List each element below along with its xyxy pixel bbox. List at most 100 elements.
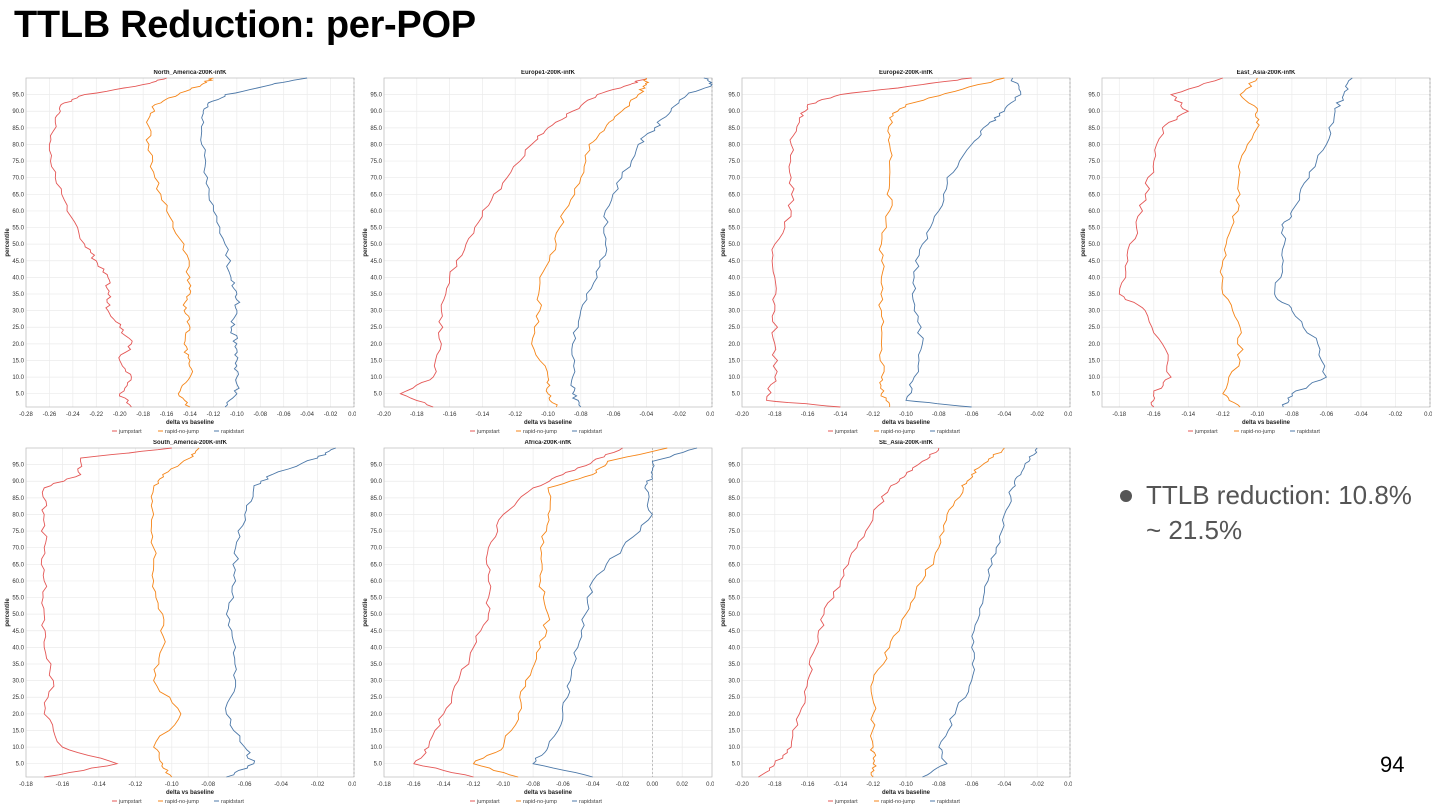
y-tick-label: 15.0 — [1088, 358, 1100, 364]
x-tick-label: -0.14 — [834, 782, 848, 788]
x-tick-label: -0.02 — [1389, 412, 1403, 418]
x-tick-label: -0.12 — [1216, 412, 1230, 418]
y-tick-label: 15.0 — [728, 728, 740, 734]
y-tick-label: 30.0 — [370, 309, 382, 315]
y-tick-label: 85.0 — [728, 126, 740, 132]
y-tick-label: 25.0 — [370, 695, 382, 701]
y-tick-label: 90.0 — [370, 479, 382, 485]
y-tick-label: 95.0 — [12, 463, 24, 469]
y-tick-label: 95.0 — [728, 93, 740, 99]
plot-frame — [383, 447, 713, 778]
page-number: 94 — [1380, 752, 1405, 777]
x-tick-label: -0.06 — [965, 782, 979, 788]
y-tick-label: 30.0 — [12, 679, 24, 685]
y-tick-label: 15.0 — [12, 358, 24, 364]
y-axis-label: percentile — [363, 228, 369, 257]
y-tick-label: 50.0 — [370, 242, 382, 248]
legend-label: rapid-no-jump — [165, 799, 199, 805]
y-tick-label: 40.0 — [370, 275, 382, 281]
x-tick-label: 0.00 — [1064, 782, 1072, 788]
y-tick-label: 95.0 — [1088, 93, 1100, 99]
y-tick-label: 15.0 — [370, 728, 382, 734]
x-tick-label: -0.14 — [183, 412, 197, 418]
legend-label: rapid-no-jump — [523, 429, 557, 435]
x-tick-label: -0.14 — [834, 412, 848, 418]
x-tick-label: -0.10 — [899, 782, 913, 788]
chart-svg: Europe2-200K-infK 5.0 10.0 15.0 20.0 25.0 30.0… — [721, 70, 1072, 435]
x-tick-label: -0.02 — [672, 412, 686, 418]
legend-label: jumpstart — [118, 429, 142, 435]
x-tick-label: -0.24 — [66, 412, 80, 418]
y-tick-label: 75.0 — [12, 159, 24, 165]
y-axis-label: percentile — [1081, 228, 1087, 257]
chart-title: South_America-200K-infK — [153, 440, 228, 446]
y-tick-label: 25.0 — [12, 695, 24, 701]
x-tick-label: -0.06 — [965, 412, 979, 418]
y-tick-label: 45.0 — [12, 259, 24, 265]
x-axis-label: delta vs baseline — [882, 790, 931, 796]
series-line-rapidstart — [905, 77, 1022, 408]
y-tick-label: 50.0 — [1088, 242, 1100, 248]
series-line-rapid-no-jump — [145, 77, 214, 408]
y-axis-label: percentile — [721, 598, 727, 627]
chart-title: SE_Asia-200K-infK — [879, 440, 934, 446]
chart-panel-se-asia: SE_Asia-200K-infK 5.0 10.0 15.0 20.0 25.0 30.0… — [720, 440, 1072, 810]
y-tick-label: 60.0 — [1088, 209, 1100, 215]
y-tick-label: 5.0 — [374, 762, 383, 768]
x-tick-label: -0.08 — [526, 782, 540, 788]
x-axis-label: delta vs baseline — [882, 420, 931, 426]
y-tick-label: 45.0 — [1088, 259, 1100, 265]
legend-label: rapid-no-jump — [165, 429, 199, 435]
x-tick-label: 0.00 — [348, 412, 356, 418]
y-tick-label: 85.0 — [12, 496, 24, 502]
y-tick-label: 35.0 — [370, 292, 382, 298]
y-tick-label: 25.0 — [370, 325, 382, 331]
y-axis-label: percentile — [363, 598, 369, 627]
y-tick-label: 35.0 — [728, 292, 740, 298]
x-tick-label: -0.10 — [230, 412, 244, 418]
y-tick-label: 85.0 — [1088, 126, 1100, 132]
y-tick-label: 45.0 — [370, 259, 382, 265]
y-tick-label: 80.0 — [1088, 142, 1100, 148]
x-tick-label: -0.10 — [165, 782, 179, 788]
y-tick-label: 90.0 — [1088, 109, 1100, 115]
y-tick-label: 45.0 — [12, 629, 24, 635]
x-tick-label: -0.02 — [311, 782, 325, 788]
y-tick-label: 20.0 — [370, 712, 382, 718]
legend-label: rapid-no-jump — [523, 799, 557, 805]
y-tick-label: 80.0 — [370, 512, 382, 518]
chart-title: Europe1-200K-infK — [521, 70, 576, 76]
y-tick-label: 70.0 — [12, 546, 24, 552]
x-tick-label: -0.04 — [1354, 412, 1368, 418]
y-tick-label: 55.0 — [370, 596, 382, 602]
y-tick-label: 50.0 — [370, 612, 382, 618]
x-tick-label: -0.12 — [207, 412, 221, 418]
x-tick-label: -0.16 — [1147, 412, 1161, 418]
y-tick-label: 20.0 — [370, 342, 382, 348]
y-tick-label: 85.0 — [728, 496, 740, 502]
y-tick-label: 10.0 — [728, 745, 740, 751]
y-tick-label: 85.0 — [370, 126, 382, 132]
y-tick-label: 15.0 — [12, 728, 24, 734]
y-tick-label: 20.0 — [1088, 342, 1100, 348]
legend-label: rapidstart — [937, 429, 960, 435]
y-tick-label: 50.0 — [728, 242, 740, 248]
y-tick-label: 85.0 — [370, 496, 382, 502]
y-tick-label: 5.0 — [732, 762, 741, 768]
x-tick-label: 0.00 — [1424, 412, 1432, 418]
y-tick-label: 75.0 — [728, 529, 740, 535]
series-line-rapid-no-jump — [878, 77, 1005, 408]
y-tick-label: 45.0 — [728, 259, 740, 265]
x-tick-label: -0.16 — [443, 412, 457, 418]
y-tick-label: 45.0 — [728, 629, 740, 635]
chart-svg: North_America-200K-infK 5.0 10.0 15.0 20.0 25… — [5, 70, 356, 435]
chart-svg: Europe1-200K-infK 5.0 10.0 15.0 20.0 25.0 30.0… — [363, 70, 714, 435]
x-tick-label: -0.08 — [1285, 412, 1299, 418]
series-line-jumpstart — [48, 77, 167, 408]
x-tick-label: 0.04 — [706, 782, 714, 788]
y-tick-label: 60.0 — [12, 209, 24, 215]
x-tick-label: -0.16 — [407, 782, 421, 788]
legend-label: jumpstart — [476, 799, 500, 805]
y-tick-label: 35.0 — [12, 662, 24, 668]
x-tick-label: -0.08 — [932, 782, 946, 788]
